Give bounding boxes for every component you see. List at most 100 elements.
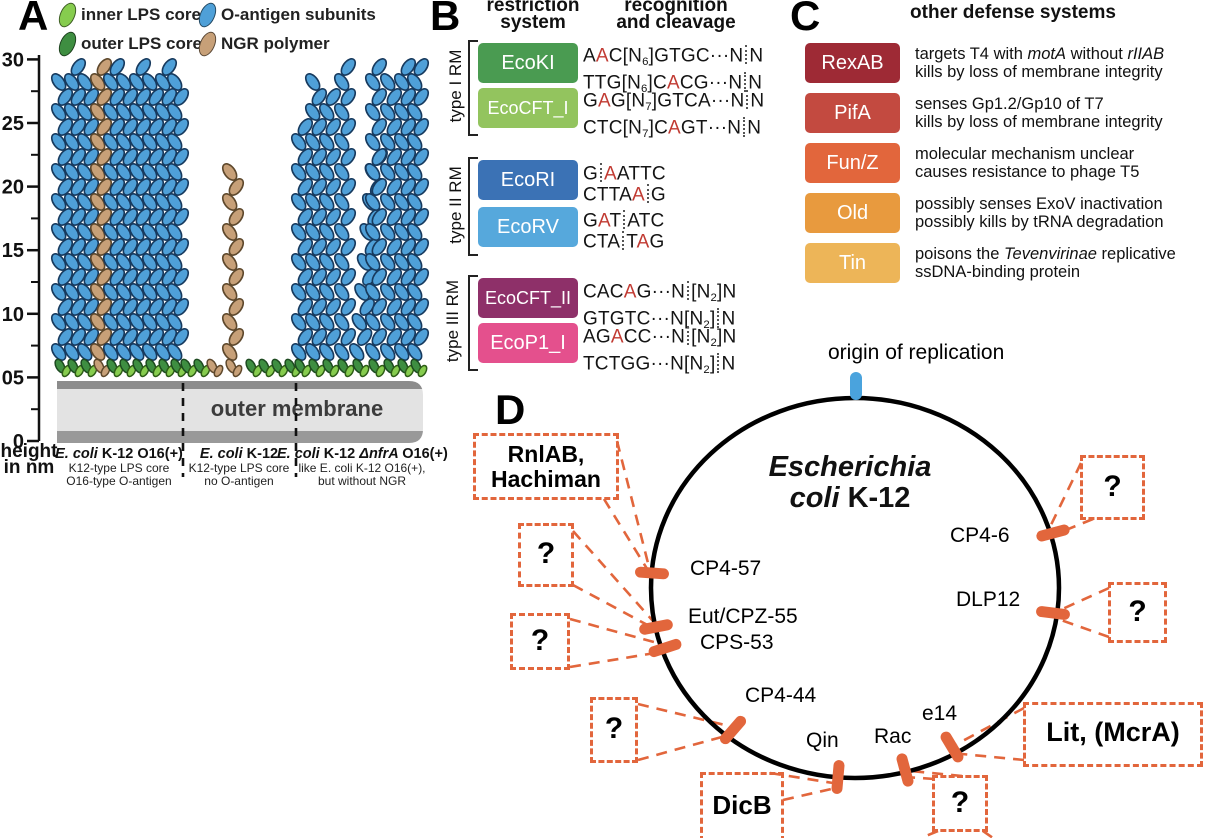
tick-label: 05 (2, 367, 24, 389)
sequence-line: CTA TAG (583, 230, 664, 251)
subunit (141, 253, 158, 271)
subunit (228, 208, 245, 226)
subunit (76, 193, 93, 211)
subunit (115, 73, 132, 91)
subunit (228, 178, 245, 196)
subunit (89, 103, 106, 121)
subunit (63, 253, 80, 271)
text-segment: K-12 (847, 482, 911, 514)
lps-core-base (271, 358, 289, 378)
tick-label: 20 (2, 177, 24, 199)
sequence-ecoki: AAC[N6]GTGC···N N TTG[N6]CACG···N N (583, 45, 763, 99)
inner-lps-core (232, 364, 243, 378)
inner-lps-core (417, 364, 428, 378)
subunit (333, 223, 350, 241)
subunit (400, 148, 417, 166)
subunit (154, 73, 171, 91)
o-antigen-chain (318, 88, 342, 361)
subunit (109, 268, 126, 286)
inner-lps-core-icon (55, 0, 80, 30)
o-antigen-chain (128, 58, 152, 361)
text-segment: G[N (610, 90, 646, 112)
subunit (173, 178, 190, 196)
subunit (325, 268, 342, 286)
text-segment (687, 281, 690, 301)
subunit (89, 163, 106, 181)
subunit (148, 148, 165, 166)
text-segment: N (721, 353, 736, 375)
subunit (290, 253, 307, 271)
text-segment: poisons the (915, 245, 1004, 263)
text-segment (622, 230, 625, 251)
text-segment: 6 (642, 56, 649, 69)
prophage-label-cps-53: CPS-53 (700, 631, 774, 654)
subunit (290, 343, 307, 361)
lps-core-base (397, 358, 415, 378)
text-segment: CC (623, 326, 652, 348)
subunit (297, 298, 314, 316)
subunit (166, 223, 183, 241)
subunit (50, 283, 67, 301)
subunit (173, 298, 190, 316)
text-segment: 2 (703, 319, 710, 332)
description-line: possibly kills by tRNA degradation (915, 213, 1164, 231)
subunit (96, 208, 113, 226)
o-antigen-chain (141, 73, 165, 361)
defense-box-old: Old (805, 193, 900, 233)
subunit (386, 148, 403, 166)
subunit (304, 253, 321, 271)
axis-title: height in nm (0, 442, 58, 477)
sequence-ecocft_i: GAG[N7]GTCA···N N CTC[N7]CAGT···N N (583, 90, 764, 144)
sequence-ecori: G AATTC CTTAA G (583, 163, 666, 204)
defense-box-fun-z: Fun/Z (805, 143, 900, 183)
sequence-line: AAC[N6]GTGC···N N (583, 45, 763, 72)
subunit (83, 88, 100, 106)
lps-core-base (294, 358, 312, 378)
description-line: senses Gp1.2/Gp10 of T7 (915, 95, 1163, 113)
text-segment: ··· (651, 326, 672, 348)
subunit (115, 223, 132, 241)
text-segment: A (597, 90, 611, 112)
subunit (128, 73, 145, 91)
subunit (122, 148, 139, 166)
text-segment: N (750, 90, 765, 112)
subunit (70, 178, 87, 196)
subunit (57, 238, 74, 256)
subunit (400, 298, 417, 316)
subunit (173, 148, 190, 166)
rm-type-label: type II RM (446, 166, 465, 244)
description-line: kills by loss of membrane integrity (915, 113, 1163, 131)
prophage-label-cp4-57: CP4-57 (690, 557, 762, 580)
unknown-defense-question-mark: ? (1128, 595, 1147, 628)
membrane-bottom-leaflet (57, 431, 423, 443)
callout-box-dicb: DicB (700, 772, 784, 838)
subunit (318, 253, 335, 271)
subunit (371, 88, 388, 106)
panel-b-letter: B (430, 0, 461, 39)
callout-text: RnlAB, (507, 441, 585, 467)
subunit (148, 88, 165, 106)
subunit (221, 223, 238, 241)
callout-connector (572, 530, 654, 622)
enzyme-box-ecocft_i: EcoCFT_I (478, 88, 578, 128)
description-line: causes resistance to phage T5 (915, 163, 1139, 181)
subunit (340, 298, 357, 316)
subunit (318, 193, 335, 211)
subunit (63, 133, 80, 151)
subunit (400, 118, 417, 136)
subunit (333, 133, 350, 151)
subunit (76, 163, 93, 181)
subunit (406, 163, 423, 181)
subunit (333, 313, 350, 331)
subunit (379, 103, 396, 121)
ngr-base (93, 358, 111, 378)
text-segment: GTGTC (583, 308, 651, 330)
subunit (318, 103, 335, 121)
subunit (89, 73, 106, 91)
callout-box-q5: ? (1108, 582, 1167, 643)
subunit (96, 58, 113, 76)
prophage-tick-cps-53 (648, 638, 682, 658)
subunit (166, 103, 183, 121)
subunit (154, 133, 171, 151)
subunit (311, 88, 328, 106)
